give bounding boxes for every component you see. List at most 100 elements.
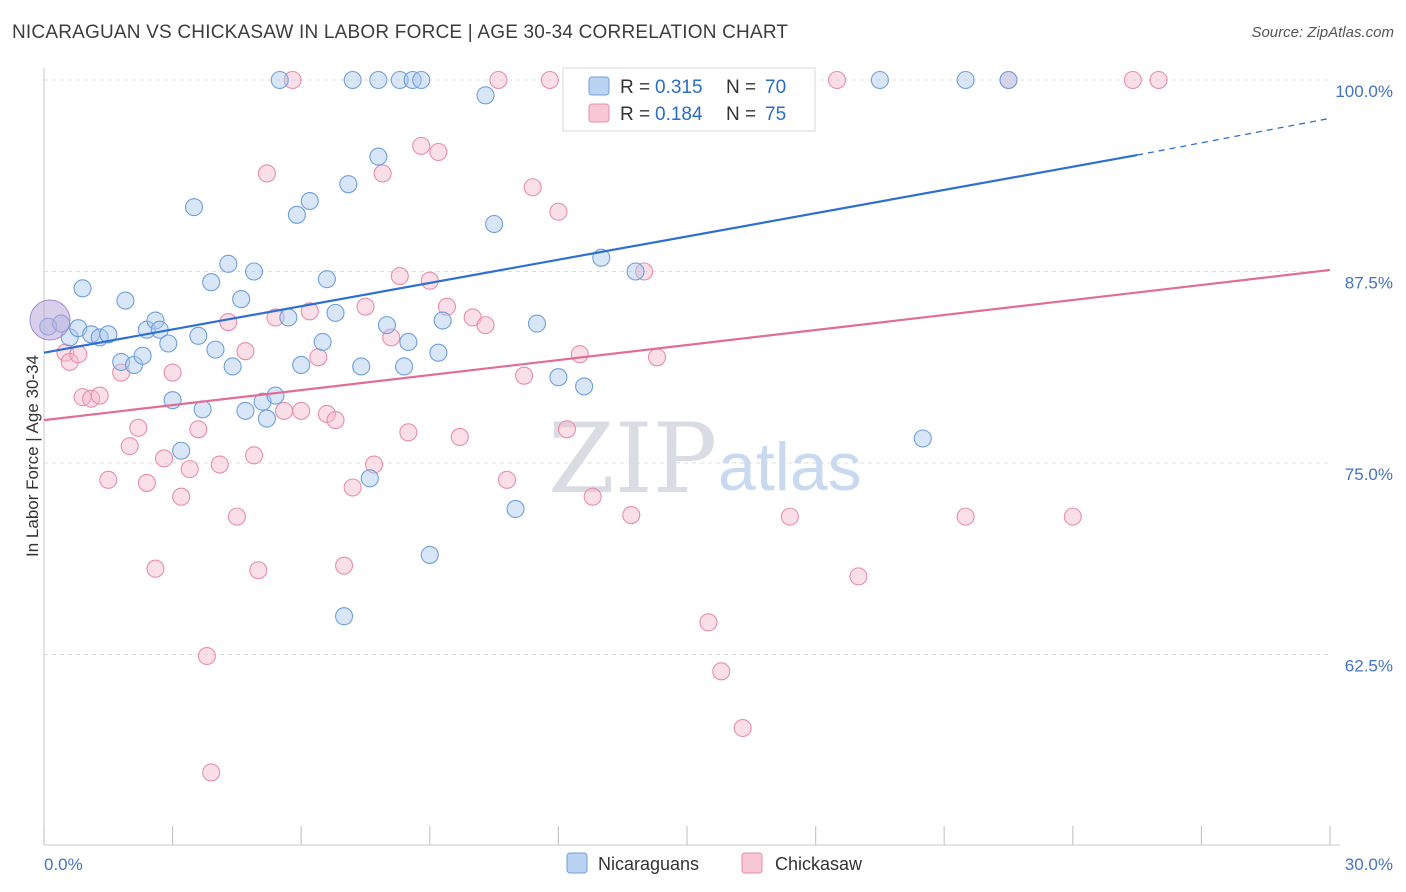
- nicaraguans-point-26: [236, 401, 255, 420]
- chickasaw-point-46: [450, 427, 469, 447]
- nicaraguans-point-36: [313, 332, 332, 352]
- nicaraguans-point-63: [626, 262, 645, 281]
- nicaraguans-point-15: [159, 334, 178, 353]
- nicaraguans-point-25: [232, 290, 251, 309]
- chickasaw-point-55: [557, 420, 577, 439]
- chickasaw-point-44: [429, 142, 448, 162]
- chickasaw-point-29: [292, 401, 311, 420]
- legend-n-value-1: 75: [765, 104, 786, 125]
- chickasaw-point-18: [202, 763, 221, 782]
- nicaraguans-point-22: [206, 340, 225, 359]
- chickasaw-point-59: [622, 506, 641, 525]
- chickasaw-point-52: [523, 178, 542, 197]
- chickasaw-point-24: [249, 561, 268, 580]
- trend-lines: [43, 117, 1331, 422]
- nicaraguans-trend-extension: [1136, 117, 1331, 156]
- chickasaw-point-25: [257, 164, 276, 183]
- x-tick-label-0: 0.0%: [44, 855, 83, 874]
- chickasaw-point-43: [420, 271, 439, 290]
- chickasaw-point-38: [373, 164, 392, 183]
- chickasaw-point-21: [227, 507, 246, 526]
- chickasaw-point-64: [712, 662, 731, 681]
- chickasaw-point-20: [219, 313, 238, 332]
- nicaraguans-point-58: [527, 314, 547, 333]
- x-tick-label-1: 30.0%: [1345, 855, 1393, 874]
- chickasaw-points: [56, 70, 1168, 782]
- chickasaw-point-74: [1149, 70, 1168, 90]
- nicaraguans-point-18: [184, 198, 204, 217]
- y-tick-labels: 62.5% 75.0% 87.5% 100.0%: [1335, 82, 1393, 676]
- chickasaw-point-69: [849, 567, 868, 586]
- nicaraguans-point-30: [266, 386, 285, 405]
- nicaraguans-point-34: [292, 355, 311, 375]
- nicaraguans-cluster-point: [29, 299, 71, 341]
- nicaraguans-point-4: [73, 279, 92, 298]
- chickasaw-point-22: [236, 342, 255, 361]
- chickasaw-point-67: [780, 507, 799, 526]
- nicaraguans-point-69: [999, 70, 1018, 90]
- watermark-zip-text: ZIP: [548, 403, 717, 515]
- chickasaw-point-45: [437, 297, 456, 316]
- nicaraguans-point-27: [244, 262, 264, 281]
- nicaraguans-point-7: [99, 325, 118, 344]
- chickasaw-point-35: [343, 478, 362, 497]
- chickasaw-point-12: [154, 449, 174, 468]
- nicaraguans-point-31: [270, 70, 289, 90]
- nicaraguans-point-32: [279, 308, 298, 327]
- nicaraguans-point-21: [202, 273, 221, 292]
- watermark: ZIP atlas: [548, 403, 862, 515]
- source-credit: Source: ZipAtlas.com: [1251, 24, 1394, 41]
- chickasaw-point-50: [497, 470, 517, 489]
- legend-r-label-1: R =: [620, 104, 650, 125]
- nicaraguans-point-42: [352, 357, 371, 376]
- legend-n-label-0: N =: [726, 77, 756, 98]
- nicaraguans-point-39: [335, 607, 354, 626]
- nicaraguans-point-67: [913, 429, 932, 448]
- axes: [43, 68, 1340, 846]
- legend-swatch-blue: [588, 76, 610, 96]
- chickasaw-trend-line: [43, 268, 1331, 422]
- chart-title: NICARAGUAN VS CHICKASAW IN LABOR FORCE |…: [12, 22, 789, 43]
- nicaraguans-point-17: [172, 441, 191, 460]
- legend-r-label-0: R =: [620, 77, 650, 98]
- bottom-legend: Nicaraguans Chickasaw: [566, 852, 863, 874]
- chickasaw-point-57: [583, 487, 602, 506]
- nicaraguans-trend-line: [43, 153, 1138, 354]
- nicaraguans-point-60: [575, 377, 594, 396]
- chickasaw-point-26: [266, 308, 285, 327]
- chickasaw-point-54: [549, 202, 568, 221]
- chickasaw-point-6: [99, 470, 118, 489]
- chickasaw-point-40: [390, 267, 409, 286]
- nicaraguans-point-44: [369, 147, 388, 166]
- chickasaw-point-14: [172, 487, 191, 506]
- nicaraguans-point-57: [506, 499, 525, 519]
- chickasaw-point-42: [412, 136, 431, 155]
- chickasaw-point-48: [476, 316, 495, 335]
- nicaraguans-point-51: [412, 70, 431, 90]
- nicaraguans-point-49: [399, 332, 418, 352]
- bottom-legend-label-nicaraguans: Nicaraguans: [598, 854, 699, 874]
- chickasaw-point-19: [210, 455, 229, 474]
- chickasaw-point-15: [180, 460, 199, 479]
- legend-swatch-pink: [588, 103, 610, 123]
- chickasaw-point-11: [146, 559, 165, 578]
- nicaraguans-point-56: [485, 214, 504, 234]
- nicaraguans-point-23: [219, 254, 238, 273]
- chickasaw-point-73: [1123, 70, 1142, 90]
- y-tick-label-3: 100.0%: [1335, 82, 1393, 101]
- nicaraguans-point-38: [326, 303, 345, 322]
- legend-r-value-0: 0.315: [655, 77, 703, 98]
- nicaraguans-points: [29, 70, 1018, 626]
- nicaraguans-point-37: [317, 270, 336, 289]
- nicaraguans-point-33: [287, 205, 306, 224]
- nicaraguans-point-47: [390, 70, 409, 90]
- nicaraguans-point-35: [300, 191, 319, 211]
- nicaraguans-point-29: [257, 409, 276, 428]
- chickasaw-point-5: [90, 386, 109, 405]
- nicaraguans-point-45: [369, 70, 388, 90]
- bottom-legend-label-chickasaw: Chickasaw: [775, 854, 863, 874]
- x-tick-labels: 0.0% 30.0%: [44, 855, 1393, 874]
- legend-box: R = 0.315 N = 70 R = 0.184 N = 75: [562, 67, 816, 132]
- nicaraguans-point-53: [429, 343, 448, 362]
